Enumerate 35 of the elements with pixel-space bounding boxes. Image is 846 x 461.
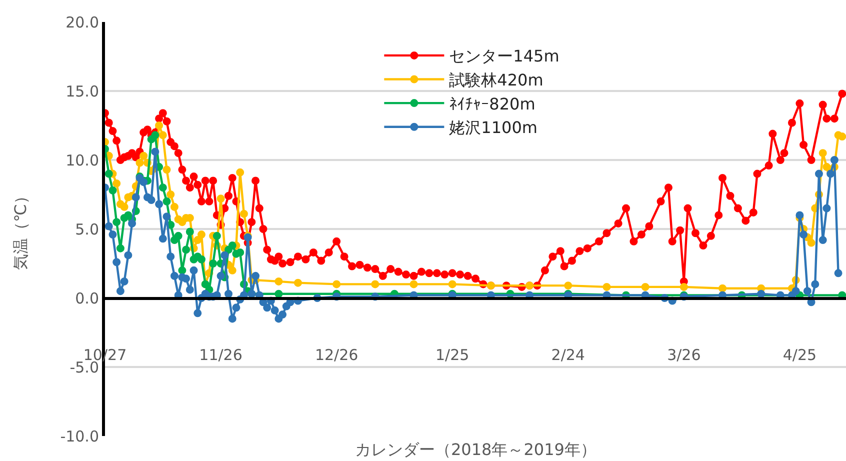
point: [274, 290, 283, 298]
point: [186, 228, 194, 236]
point: [236, 248, 244, 256]
y-tick-label: 10.0: [66, 151, 99, 170]
x-tick-label: 11/26: [199, 346, 242, 364]
y-tick-label: 0.0: [75, 289, 99, 308]
point: [116, 244, 124, 252]
y-tick-label: 15.0: [66, 82, 99, 100]
point: [108, 186, 117, 194]
y-tick-label: -10.0: [60, 427, 99, 446]
point: [182, 246, 190, 254]
point: [209, 260, 218, 268]
point: [174, 232, 182, 240]
point: [158, 184, 167, 192]
legend-label: センター145m: [449, 46, 560, 66]
point: [151, 131, 160, 140]
x-axis-title: カレンダー（2018年～2019年）: [355, 440, 596, 459]
legend-label: 試験林420m: [449, 70, 544, 90]
y-tick-label: 20.0: [66, 13, 99, 32]
point: [105, 170, 113, 178]
point: [197, 255, 206, 264]
legend-label: ﾈｲﾁｬｰ820m: [449, 94, 536, 114]
x-tick-label: 12/26: [314, 346, 358, 364]
x-tick-label: 1/25: [435, 346, 470, 364]
point: [178, 266, 186, 274]
legend-label: 姥沢1100m: [449, 118, 538, 138]
point: [112, 218, 121, 226]
point: [228, 242, 236, 250]
y-tick-label: 5.0: [75, 220, 99, 238]
point: [212, 232, 221, 240]
y-axis-title: 気温（℃）: [11, 188, 30, 270]
x-tick-label: 2/24: [551, 346, 585, 364]
x-tick-label: 3/26: [667, 346, 701, 364]
point: [162, 197, 171, 206]
x-tick-label: 4/25: [782, 346, 817, 364]
